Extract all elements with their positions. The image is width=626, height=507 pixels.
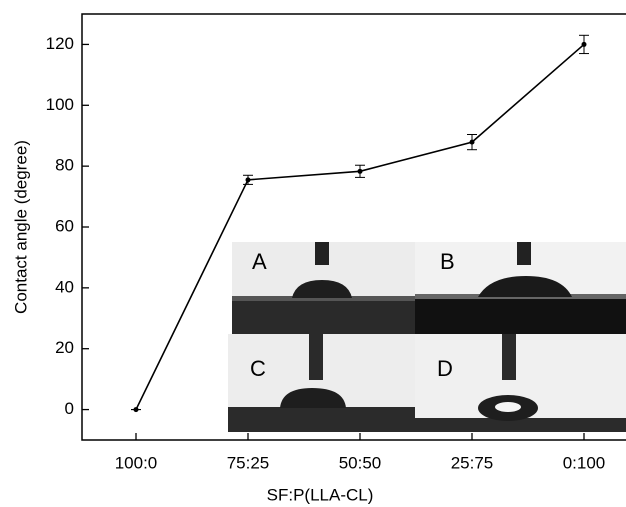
substrate xyxy=(232,300,415,334)
droplet xyxy=(280,388,346,408)
substrate xyxy=(228,407,415,432)
y-tick-label: 120 xyxy=(46,34,74,53)
inset-label: B xyxy=(440,249,455,274)
data-point xyxy=(357,168,363,174)
data-point xyxy=(581,41,587,47)
droplet xyxy=(292,280,352,298)
x-tick-label: 0:100 xyxy=(563,453,606,472)
needle xyxy=(502,334,516,380)
needle xyxy=(315,242,329,265)
substrate xyxy=(415,298,626,334)
y-tick-label: 20 xyxy=(55,338,74,357)
y-tick-label: 80 xyxy=(55,156,74,175)
y-tick-label: 40 xyxy=(55,277,74,296)
data-point xyxy=(469,139,475,145)
needle xyxy=(517,242,531,265)
data-point xyxy=(133,407,139,413)
x-axis-title: SF:P(LLA-CL) xyxy=(267,485,374,504)
x-tick-label: 100:0 xyxy=(115,453,158,472)
droplet xyxy=(478,276,572,297)
inset-photos xyxy=(228,242,626,432)
x-tick-label: 25:75 xyxy=(451,453,494,472)
y-axis-title: Contact angle (degree) xyxy=(11,140,30,314)
inset-label: C xyxy=(250,356,266,381)
y-tick-label: 100 xyxy=(46,95,74,114)
x-tick-label: 75:25 xyxy=(227,453,270,472)
data-point xyxy=(245,177,251,183)
inset-label: D xyxy=(437,356,453,381)
inset-label: A xyxy=(252,249,267,274)
y-tick-label: 0 xyxy=(65,399,74,418)
substrate xyxy=(415,418,626,432)
substrate-edge xyxy=(232,296,415,301)
y-tick-label: 60 xyxy=(55,216,74,235)
needle xyxy=(309,334,323,380)
droplet-highlight xyxy=(495,402,521,412)
x-tick-label: 50:50 xyxy=(339,453,382,472)
